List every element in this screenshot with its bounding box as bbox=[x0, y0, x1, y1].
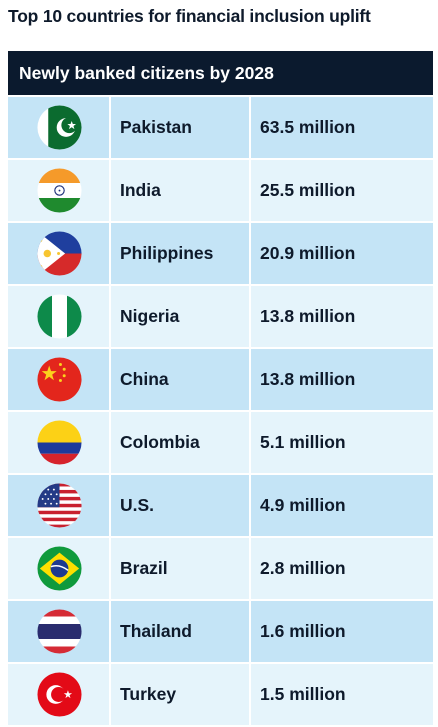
country-cell: Philippines bbox=[111, 223, 249, 284]
flag-cell bbox=[8, 664, 109, 725]
flag-cell bbox=[8, 601, 109, 662]
value-cell: 4.9 million bbox=[251, 475, 433, 536]
country-name: U.S. bbox=[120, 495, 155, 515]
value-cell: 13.8 million bbox=[251, 349, 433, 410]
country-name: Pakistan bbox=[120, 117, 192, 137]
pakistan-flag-icon bbox=[37, 105, 82, 150]
table-row: Colombia 5.1 million bbox=[8, 412, 433, 473]
country-cell: Nigeria bbox=[111, 286, 249, 347]
country-name: Brazil bbox=[120, 558, 168, 578]
country-name: Philippines bbox=[120, 243, 214, 263]
table-row: Brazil 2.8 million bbox=[8, 538, 433, 599]
value-label: 63.5 million bbox=[260, 117, 356, 137]
country-name: Turkey bbox=[120, 684, 177, 704]
value-label: 13.8 million bbox=[260, 369, 356, 389]
country-cell: Turkey bbox=[111, 664, 249, 725]
value-cell: 5.1 million bbox=[251, 412, 433, 473]
flag-cell bbox=[8, 538, 109, 599]
table-header: Newly banked citizens by 2028 bbox=[8, 51, 433, 95]
country-name: Colombia bbox=[120, 432, 200, 452]
value-cell: 1.5 million bbox=[251, 664, 433, 725]
brazil-flag-icon bbox=[37, 546, 82, 591]
value-label: 5.1 million bbox=[260, 432, 346, 452]
country-name: Thailand bbox=[120, 621, 192, 641]
value-label: 13.8 million bbox=[260, 306, 356, 326]
flag-cell bbox=[8, 160, 109, 221]
value-cell: 25.5 million bbox=[251, 160, 433, 221]
country-cell: China bbox=[111, 349, 249, 410]
value-cell: 2.8 million bbox=[251, 538, 433, 599]
nigeria-flag-icon bbox=[37, 294, 82, 339]
flag-cell bbox=[8, 97, 109, 158]
table-row: Thailand 1.6 million bbox=[8, 601, 433, 662]
value-label: 1.6 million bbox=[260, 621, 346, 641]
philippines-flag-icon bbox=[37, 231, 82, 276]
flag-cell bbox=[8, 349, 109, 410]
country-cell: Thailand bbox=[111, 601, 249, 662]
flag-cell bbox=[8, 223, 109, 284]
country-table: Pakistan 63.5 million India 25.5 millio bbox=[8, 97, 433, 727]
value-label: 1.5 million bbox=[260, 684, 346, 704]
chart-title: Top 10 countries for financial inclusion… bbox=[8, 6, 371, 26]
country-cell: Pakistan bbox=[111, 97, 249, 158]
value-label: 4.9 million bbox=[260, 495, 346, 515]
value-cell: 20.9 million bbox=[251, 223, 433, 284]
value-label: 2.8 million bbox=[260, 558, 346, 578]
country-name: Nigeria bbox=[120, 306, 180, 326]
value-cell: 1.6 million bbox=[251, 601, 433, 662]
country-cell: U.S. bbox=[111, 475, 249, 536]
country-cell: Colombia bbox=[111, 412, 249, 473]
value-label: 25.5 million bbox=[260, 180, 356, 200]
value-cell: 13.8 million bbox=[251, 286, 433, 347]
china-flag-icon bbox=[37, 357, 82, 402]
flag-cell bbox=[8, 475, 109, 536]
table-row: Philippines 20.9 million bbox=[8, 223, 433, 284]
value-cell: 63.5 million bbox=[251, 97, 433, 158]
country-name: China bbox=[120, 369, 169, 389]
country-name: India bbox=[120, 180, 161, 200]
table-row: Turkey 1.5 million bbox=[8, 664, 433, 725]
us-flag-icon bbox=[37, 483, 82, 528]
table-row: India 25.5 million bbox=[8, 160, 433, 221]
table-row: Pakistan 63.5 million bbox=[8, 97, 433, 158]
turkey-flag-icon bbox=[37, 672, 82, 717]
colombia-flag-icon bbox=[37, 420, 82, 465]
flag-cell bbox=[8, 286, 109, 347]
thailand-flag-icon bbox=[37, 609, 82, 654]
india-flag-icon bbox=[37, 168, 82, 213]
table-row: China 13.8 million bbox=[8, 349, 433, 410]
table-row: Nigeria 13.8 million bbox=[8, 286, 433, 347]
flag-cell bbox=[8, 412, 109, 473]
table-row: U.S. 4.9 million bbox=[8, 475, 433, 536]
value-label: 20.9 million bbox=[260, 243, 356, 263]
country-cell: India bbox=[111, 160, 249, 221]
country-cell: Brazil bbox=[111, 538, 249, 599]
